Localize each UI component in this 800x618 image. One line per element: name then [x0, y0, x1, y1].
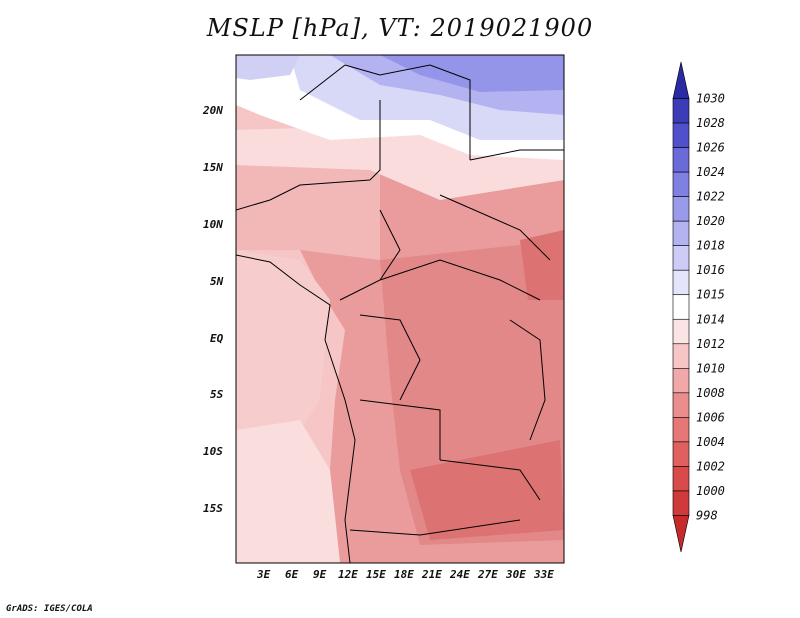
- colorbar-label: 1014: [696, 312, 725, 326]
- lon-label-15e: 15E: [366, 568, 386, 581]
- lat-label-20n: 20N: [203, 104, 223, 117]
- colorbar-segment: [672, 343, 690, 369]
- lat-label-5s: 5S: [210, 388, 224, 401]
- colorbar-segment: [672, 196, 690, 222]
- colorbar-segment: [672, 368, 690, 394]
- colorbar-segment: [672, 171, 690, 197]
- colorbar-segment: [672, 147, 690, 173]
- map-frame: [235, 54, 565, 564]
- lat-label-10n: 10N: [203, 218, 223, 231]
- colorbar-segment: [672, 245, 690, 271]
- field-atlantic: [236, 250, 330, 440]
- field-north-high3: [380, 55, 564, 92]
- lon-label-21e: 21E: [422, 568, 442, 581]
- colorbar-label: 1004: [696, 435, 725, 449]
- grads-credit: GrADS: IGES/COLA: [6, 604, 93, 614]
- lat-label-5n: 5N: [210, 275, 224, 288]
- lon-label-18e: 18E: [394, 568, 414, 581]
- lon-label-30e: 30E: [506, 568, 526, 581]
- lon-label-12e: 12E: [338, 568, 358, 581]
- colorbar-label: 1006: [696, 410, 725, 424]
- lat-label-eq: EQ: [210, 332, 224, 345]
- lat-label-15n: 15N: [203, 161, 223, 174]
- colorbar: 1030 1028 1026 1024 1022 1020 1018 1016 1015 1014…: [672, 61, 725, 553]
- lon-label-27e: 27E: [478, 568, 498, 581]
- colorbar-label: 1026: [696, 141, 725, 155]
- colorbar-segment: [672, 417, 690, 443]
- field-northwest-high: [236, 55, 300, 80]
- colorbar-label: 1000: [696, 484, 725, 498]
- colorbar-segment: [672, 294, 690, 320]
- colorbar-segment: [672, 490, 690, 516]
- colorbar-label: 1012: [696, 337, 725, 351]
- colorbar-label: 1008: [696, 386, 725, 400]
- colorbar-label: 1022: [696, 190, 725, 204]
- colorbar-label: 1020: [696, 214, 725, 228]
- colorbar-label: 998: [696, 508, 718, 522]
- lon-label-3e: 3E: [257, 568, 271, 581]
- lon-label-24e: 24E: [450, 568, 470, 581]
- colorbar-segment: [672, 122, 690, 148]
- colorbar-label: 1002: [696, 459, 725, 473]
- colorbar-segment: [672, 98, 690, 124]
- field-southern-low: [410, 440, 564, 540]
- lat-label-10s: 10S: [203, 445, 223, 458]
- colorbar-segment: [672, 441, 690, 467]
- colorbar-label: 1015: [696, 288, 725, 302]
- field-east-low: [520, 230, 564, 300]
- colorbar-label: 1028: [696, 116, 725, 130]
- colorbar-segment: [672, 392, 690, 418]
- borders: [236, 64, 564, 563]
- colorbar-segment: [672, 269, 690, 296]
- colorbar-segment: [672, 61, 690, 99]
- colorbar-segment: [672, 318, 690, 345]
- colorbar-label: 1016: [696, 263, 725, 277]
- colorbar-label: 1024: [696, 165, 725, 179]
- field-south-atlantic: [236, 420, 340, 563]
- colorbar-label: 1018: [696, 239, 725, 253]
- colorbar-label: 1010: [696, 361, 725, 375]
- colorbar-label: 1030: [696, 92, 725, 106]
- page-title: MSLP [hPa], VT: 2019021900: [206, 14, 594, 42]
- colorbar-segment: [672, 466, 690, 492]
- lon-label-6e: 6E: [285, 568, 299, 581]
- pressure-field: [236, 55, 564, 563]
- lon-label-9e: 9E: [313, 568, 327, 581]
- lon-label-33e: 33E: [534, 568, 554, 581]
- colorbar-segment: [672, 220, 690, 246]
- colorbar-segment: [672, 515, 690, 553]
- field-west-africa: [236, 160, 380, 260]
- lat-label-15s: 15S: [203, 502, 223, 515]
